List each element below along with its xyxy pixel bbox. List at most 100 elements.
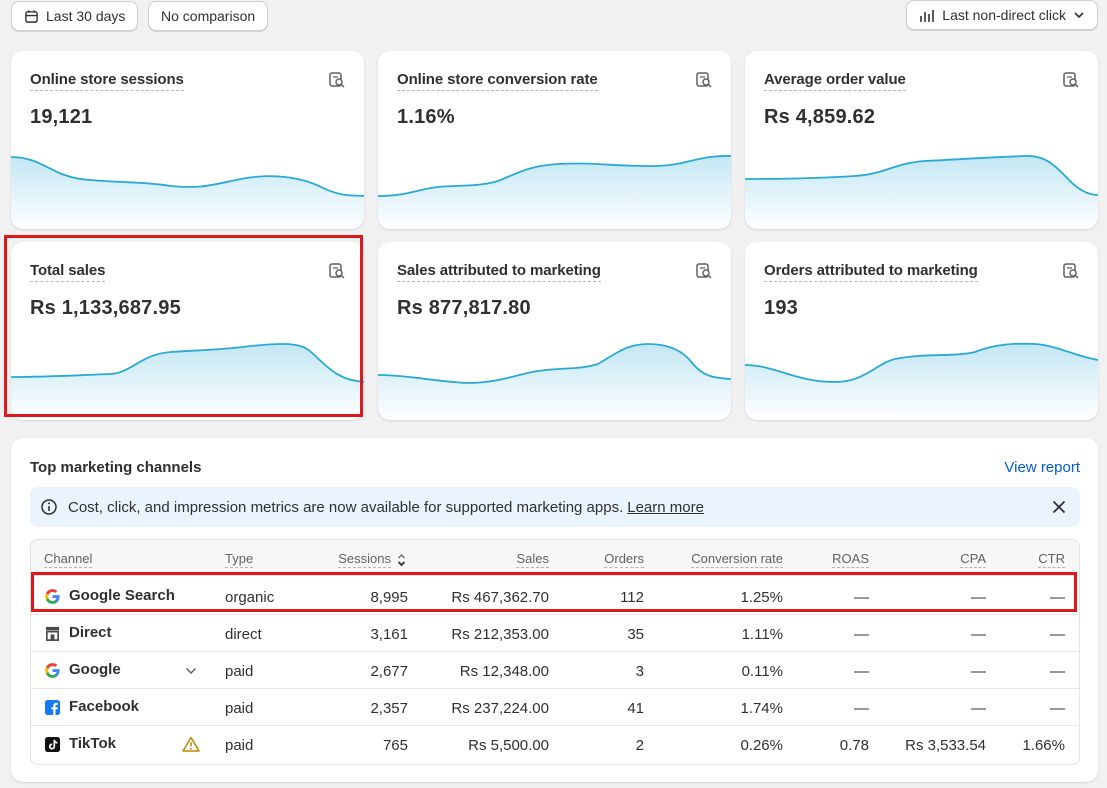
orders-value: 41: [627, 700, 644, 717]
panel-title: Top marketing channels: [30, 459, 202, 476]
close-icon[interactable]: [1050, 498, 1068, 516]
roas-value: —: [854, 700, 869, 717]
metric-title: Total sales: [30, 262, 105, 282]
cpa-value: —: [971, 700, 986, 717]
sales-value: Rs 237,224.00: [451, 700, 549, 717]
metric-value: 19,121: [30, 106, 93, 128]
orders-value: 3: [635, 663, 644, 680]
metric-value: 193: [764, 297, 798, 319]
channel-type: paid: [225, 737, 254, 754]
channel-name[interactable]: Google Search: [69, 587, 175, 604]
facebook-icon: [44, 699, 61, 716]
conversion-rate-value: 0.11%: [741, 663, 783, 680]
metric-title: Online store conversion rate: [397, 71, 598, 91]
channel-name[interactable]: Direct: [69, 624, 112, 641]
column-header-roas[interactable]: ROAS: [832, 551, 869, 568]
channel-name[interactable]: Facebook: [69, 698, 140, 715]
sales-value: Rs 467,362.70: [451, 589, 549, 606]
metric-title: Average order value: [764, 71, 906, 91]
chevron-down-icon: [1074, 12, 1084, 19]
bar-chart-icon: [920, 9, 935, 22]
column-header-sessions[interactable]: Sessions: [338, 551, 391, 568]
table-row[interactable]: TikTok paid 765 Rs 5,500.00 2 0.26% 0.78…: [31, 726, 1079, 763]
sessions-value: 2,677: [370, 663, 408, 680]
table-row[interactable]: Direct direct 3,161 Rs 212,353.00 35 1.1…: [31, 615, 1079, 652]
metric-card-average-order-value[interactable]: Average order value Rs 4,859.62: [745, 51, 1098, 229]
top-marketing-channels-panel: Top marketing channels View report Cost,…: [11, 438, 1098, 782]
channels-table: Channel Type Sessions Sales Orders Conve…: [30, 539, 1080, 765]
explore-report-icon[interactable]: [695, 71, 713, 89]
sparkline-chart: [378, 155, 731, 229]
channel-type: direct: [225, 626, 262, 643]
conversion-rate-value: 1.11%: [741, 626, 783, 643]
column-header-type[interactable]: Type: [225, 551, 254, 568]
sparkline-chart: [11, 156, 364, 229]
conversion-rate-value: 1.74%: [740, 700, 783, 717]
sales-value: Rs 212,353.00: [451, 626, 549, 643]
learn-more-link[interactable]: Learn more: [627, 498, 704, 516]
roas-value: —: [854, 663, 869, 680]
column-header-ctr[interactable]: CTR: [1038, 551, 1065, 568]
sparkline-chart: [745, 155, 1098, 229]
sales-value: Rs 5,500.00: [468, 737, 549, 754]
calendar-icon: [25, 9, 38, 23]
metric-title: Online store sessions: [30, 71, 184, 91]
column-header-orders[interactable]: Orders: [604, 551, 644, 568]
metric-card-sales-attributed-to-marketing[interactable]: Sales attributed to marketing Rs 877,817…: [378, 242, 731, 420]
column-header-channel[interactable]: Channel: [44, 551, 93, 568]
ctr-value: 1.66%: [1022, 737, 1065, 754]
column-header-cpa[interactable]: CPA: [960, 551, 986, 568]
conversion-rate-value: 0.26%: [740, 737, 783, 754]
explore-report-icon[interactable]: [328, 262, 346, 280]
explore-report-icon[interactable]: [328, 71, 346, 89]
sessions-value: 8,995: [370, 589, 408, 606]
cpa-value: —: [971, 626, 986, 643]
metric-card-orders-attributed-to-marketing[interactable]: Orders attributed to marketing 193: [745, 242, 1098, 420]
attribution-model-button[interactable]: Last non-direct click: [906, 0, 1098, 30]
sparkline-chart: [378, 343, 731, 420]
orders-value: 2: [635, 737, 644, 754]
table-row[interactable]: Google Search organic 8,995 Rs 467,362.7…: [31, 578, 1079, 615]
sessions-value: 2,357: [370, 700, 408, 717]
info-icon: [41, 499, 57, 515]
roas-value: —: [854, 626, 869, 643]
ctr-value: —: [1050, 626, 1065, 643]
orders-value: 112: [620, 589, 644, 606]
column-header-sales[interactable]: Sales: [516, 551, 549, 568]
roas-value: 0.78: [839, 737, 869, 754]
table-row[interactable]: Facebook paid 2,357 Rs 237,224.00 41 1.7…: [31, 689, 1079, 726]
channel-name[interactable]: Google: [69, 661, 121, 678]
store-icon: [45, 626, 60, 641]
comparison-button[interactable]: No comparison: [148, 1, 269, 31]
table-header: Channel Type Sessions Sales Orders Conve…: [31, 540, 1079, 576]
metric-card-online-store-sessions[interactable]: Online store sessions 19,121: [11, 51, 364, 229]
channel-type: organic: [225, 589, 275, 606]
cpa-value: Rs 3,533.54: [905, 737, 986, 754]
orders-value: 35: [627, 626, 644, 643]
metric-title: Sales attributed to marketing: [397, 262, 601, 282]
attribution-model-label: Last non-direct click: [942, 7, 1066, 23]
chevron-down-icon[interactable]: [185, 666, 197, 676]
metric-value: 1.16%: [397, 106, 455, 128]
metric-card-total-sales[interactable]: Total sales Rs 1,133,687.95: [11, 242, 364, 420]
ctr-value: —: [1050, 589, 1065, 606]
warning-icon[interactable]: [182, 736, 200, 752]
view-report-link[interactable]: View report: [1004, 459, 1080, 476]
metric-card-online-store-conversion-rate[interactable]: Online store conversion rate 1.16%: [378, 51, 731, 229]
ctr-value: —: [1050, 700, 1065, 717]
column-header-conversion-rate[interactable]: Conversion rate: [691, 551, 783, 568]
explore-report-icon[interactable]: [695, 262, 713, 280]
metric-value: Rs 1,133,687.95: [30, 297, 181, 319]
channel-type: paid: [225, 700, 254, 717]
metric-value: Rs 877,817.80: [397, 297, 531, 319]
table-row[interactable]: Google paid 2,677 Rs 12,348.00 3 0.11% —…: [31, 652, 1079, 689]
sort-icon[interactable]: [397, 553, 406, 567]
sessions-value: 3,161: [370, 626, 408, 643]
explore-report-icon[interactable]: [1062, 262, 1080, 280]
date-range-button[interactable]: Last 30 days: [11, 1, 139, 31]
sessions-value: 765: [382, 737, 408, 754]
channel-name[interactable]: TikTok: [69, 735, 116, 752]
comparison-label: No comparison: [161, 8, 256, 24]
sparkline-chart: [11, 343, 364, 420]
explore-report-icon[interactable]: [1062, 71, 1080, 89]
